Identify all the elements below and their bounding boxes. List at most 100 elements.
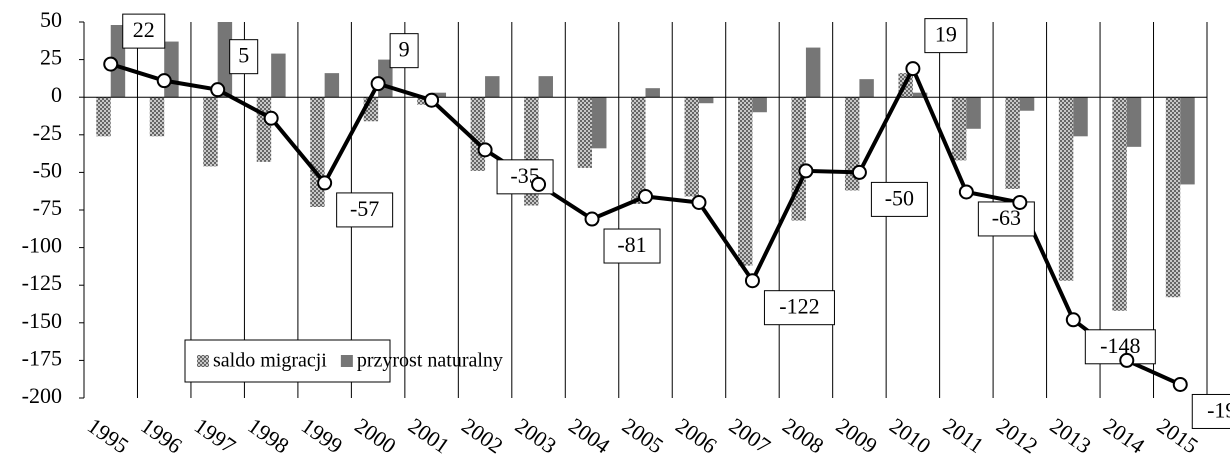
data-label: -148 <box>1100 333 1140 358</box>
y-tick-label: -125 <box>22 270 62 295</box>
bar <box>271 53 286 98</box>
y-tick-label: -175 <box>22 345 62 370</box>
x-tick-label: 2002 <box>457 413 507 459</box>
data-label: -122 <box>779 294 819 319</box>
x-tick-label: 2009 <box>832 413 882 459</box>
point <box>851 164 867 180</box>
x-tick-label: 1998 <box>243 413 293 459</box>
x-tick-label: 2003 <box>511 413 561 459</box>
legend-label: przyrost naturalny <box>357 350 503 372</box>
bar <box>577 97 593 168</box>
bar <box>1019 97 1035 111</box>
data-label: -81 <box>617 232 646 257</box>
x-tick-label: 2012 <box>992 413 1042 459</box>
point <box>531 176 547 192</box>
point <box>156 73 172 89</box>
bar <box>485 76 500 98</box>
point <box>317 175 333 191</box>
legend-box <box>184 339 391 383</box>
bar <box>1112 97 1127 311</box>
point <box>424 92 440 108</box>
bar <box>1073 97 1088 137</box>
y-tick-label: 0 <box>51 82 62 107</box>
bar <box>149 97 165 137</box>
x-tick-label: 1995 <box>83 413 133 459</box>
point <box>370 76 386 92</box>
bar <box>1126 97 1142 147</box>
x-tick-label: 2005 <box>618 413 668 459</box>
bar <box>324 73 340 98</box>
bar <box>912 92 928 98</box>
bar <box>110 25 126 98</box>
point <box>1119 352 1135 368</box>
x-tick-label: 1999 <box>297 413 347 459</box>
data-label: -191 <box>1207 398 1230 423</box>
bar <box>645 88 660 98</box>
x-tick-label: 2014 <box>1099 413 1149 459</box>
bar <box>203 97 218 167</box>
data-label: 22 <box>133 17 155 42</box>
x-tick-label: 2010 <box>885 413 935 459</box>
bar <box>738 97 753 266</box>
y-tick-label: -25 <box>33 120 62 145</box>
bar <box>752 97 767 113</box>
bar <box>592 97 607 149</box>
legend-swatch <box>340 355 353 367</box>
y-tick-label: -200 <box>22 383 62 408</box>
legend-label: saldo migracji <box>213 350 327 372</box>
bar <box>256 97 272 162</box>
bar <box>1165 97 1181 298</box>
x-tick-label: 2008 <box>778 413 828 459</box>
y-tick-label: -100 <box>22 233 62 258</box>
point <box>477 142 493 158</box>
data-label: -57 <box>350 196 379 221</box>
data-label: 5 <box>238 43 249 68</box>
x-tick-label: 2013 <box>1046 413 1096 459</box>
plot-area <box>96 22 1195 311</box>
label-box <box>389 33 419 69</box>
data-label: 19 <box>935 22 957 47</box>
data-label: -50 <box>885 185 914 210</box>
point <box>103 56 119 72</box>
y-tick-label: -75 <box>33 195 62 220</box>
x-tick-label: 1996 <box>136 413 186 459</box>
y-tick-label: -50 <box>33 157 62 182</box>
point <box>584 211 600 227</box>
point <box>744 273 760 289</box>
label-box <box>924 18 968 54</box>
point <box>905 61 921 77</box>
label-box <box>603 228 661 264</box>
point <box>263 110 279 126</box>
bar <box>805 47 821 98</box>
bar <box>217 22 233 98</box>
x-tick-label: 2000 <box>350 413 400 459</box>
point <box>210 82 226 98</box>
x-tick-label: 2001 <box>404 413 454 459</box>
label-box <box>122 13 166 49</box>
bar <box>1005 97 1020 189</box>
label-box <box>229 39 259 75</box>
label-box <box>870 181 928 217</box>
bar <box>859 79 874 98</box>
bar <box>310 97 325 207</box>
bar <box>951 97 967 161</box>
bar <box>470 97 486 171</box>
y-tick-label: -150 <box>22 308 62 333</box>
label-box <box>1191 393 1230 429</box>
x-tick-label: 2007 <box>725 413 775 459</box>
data-label: -63 <box>992 205 1021 230</box>
label-box <box>763 290 835 326</box>
point <box>1172 376 1188 392</box>
bar <box>684 97 699 197</box>
bar <box>698 97 714 104</box>
y-tick-label: 50 <box>40 7 62 32</box>
x-tick-label: 2004 <box>564 413 614 459</box>
point <box>798 163 814 179</box>
point <box>1065 312 1081 328</box>
bar <box>164 41 179 98</box>
bar <box>966 97 981 129</box>
point <box>1012 194 1028 210</box>
y-tick-label: 25 <box>40 45 62 70</box>
bar <box>96 97 111 137</box>
